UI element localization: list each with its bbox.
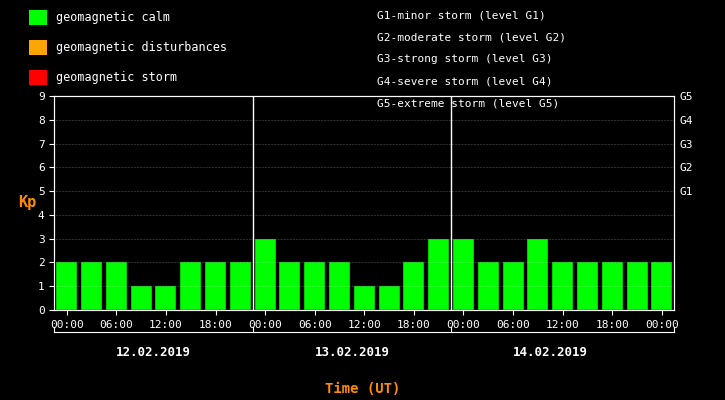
Bar — [230, 262, 251, 310]
Text: G4-severe storm (level G4): G4-severe storm (level G4) — [377, 76, 552, 86]
Bar — [453, 239, 474, 310]
Bar — [205, 262, 226, 310]
Text: geomagnetic calm: geomagnetic calm — [56, 11, 170, 24]
Bar — [106, 262, 127, 310]
Bar — [354, 286, 375, 310]
Bar — [478, 262, 499, 310]
Text: geomagnetic storm: geomagnetic storm — [56, 71, 177, 84]
Bar — [626, 262, 647, 310]
Text: geomagnetic disturbances: geomagnetic disturbances — [56, 41, 227, 54]
Bar — [155, 286, 176, 310]
Bar — [552, 262, 573, 310]
Bar — [81, 262, 102, 310]
Bar — [254, 239, 276, 310]
Bar — [602, 262, 623, 310]
Text: 12.02.2019: 12.02.2019 — [116, 346, 191, 359]
Bar — [279, 262, 300, 310]
Text: 13.02.2019: 13.02.2019 — [315, 346, 389, 359]
Text: G5-extreme storm (level G5): G5-extreme storm (level G5) — [377, 98, 559, 108]
Bar — [651, 262, 672, 310]
Bar — [527, 239, 548, 310]
Bar — [502, 262, 523, 310]
Bar — [428, 239, 450, 310]
Bar — [130, 286, 152, 310]
Bar — [304, 262, 326, 310]
Bar — [378, 286, 399, 310]
Text: G2-moderate storm (level G2): G2-moderate storm (level G2) — [377, 32, 566, 42]
Text: Time (UT): Time (UT) — [325, 382, 400, 396]
Bar — [181, 262, 202, 310]
Bar — [577, 262, 598, 310]
Text: 14.02.2019: 14.02.2019 — [513, 346, 588, 359]
Bar — [57, 262, 78, 310]
Text: G1-minor storm (level G1): G1-minor storm (level G1) — [377, 10, 546, 20]
Y-axis label: Kp: Kp — [17, 196, 36, 210]
Bar — [403, 262, 424, 310]
Text: G3-strong storm (level G3): G3-strong storm (level G3) — [377, 54, 552, 64]
Bar — [329, 262, 350, 310]
